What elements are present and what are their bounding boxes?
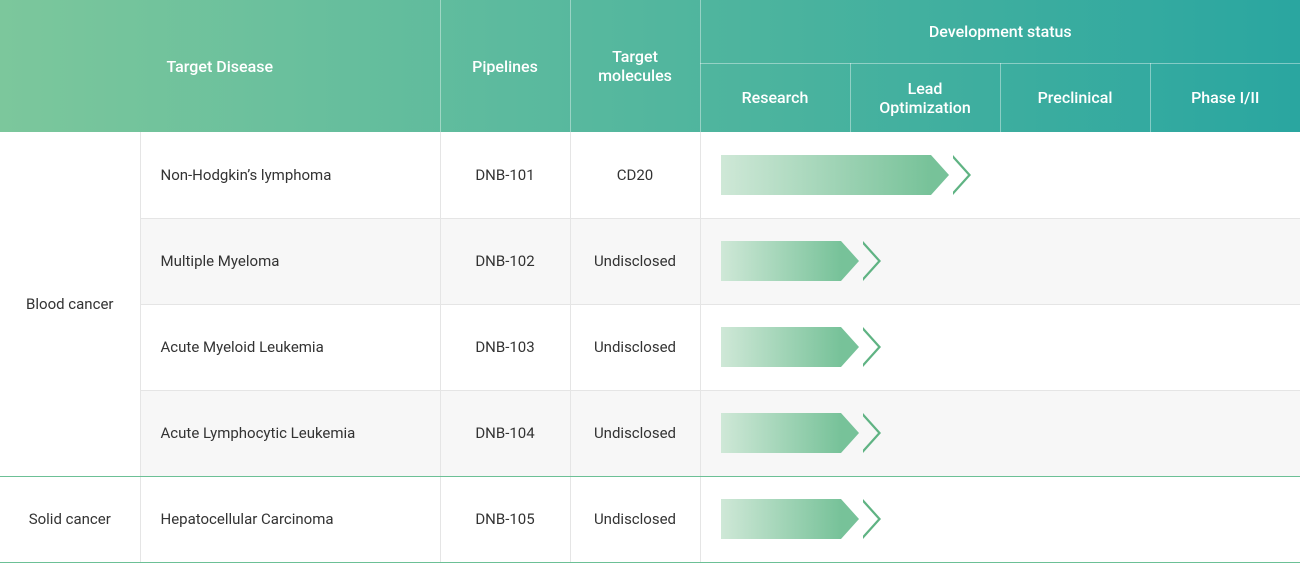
sub-disease-cell: Acute Lymphocytic Leukemia (140, 390, 440, 476)
header-dev-status: Development status (700, 0, 1300, 63)
sub-disease-cell: Multiple Myeloma (140, 218, 440, 304)
pipeline-cell: DNB-103 (440, 304, 570, 390)
header-pipelines: Pipelines (440, 0, 570, 132)
status-cell (700, 390, 1300, 476)
category-cell: Solid cancer (0, 476, 140, 562)
status-cell (700, 476, 1300, 562)
header-target-molecules: Targetmolecules (570, 0, 700, 132)
category-cell: Blood cancer (0, 132, 140, 476)
progress-arrow (721, 499, 859, 539)
header-phase-preclinical: Preclinical (1000, 63, 1150, 132)
sub-disease-cell: Acute Myeloid Leukemia (140, 304, 440, 390)
header-phase-lead-opt: LeadOptimization (850, 63, 1000, 132)
status-cell (700, 218, 1300, 304)
progress-arrow (721, 413, 859, 453)
sub-disease-cell: Non-Hodgkin’s lymphoma (140, 132, 440, 218)
molecule-cell: Undisclosed (570, 304, 700, 390)
header-phase-research: Research (700, 63, 850, 132)
pipeline-cell: DNB-101 (440, 132, 570, 218)
molecule-cell: Undisclosed (570, 390, 700, 476)
table-header: Target Disease Pipelines Targetmolecules… (0, 0, 1300, 132)
pipeline-cell: DNB-104 (440, 390, 570, 476)
molecule-cell: CD20 (570, 132, 700, 218)
progress-arrow (721, 241, 859, 281)
pipeline-table: Target Disease Pipelines Targetmolecules… (0, 0, 1300, 563)
status-cell (700, 304, 1300, 390)
molecule-cell: Undisclosed (570, 476, 700, 562)
header-target-disease: Target Disease (0, 0, 440, 132)
progress-arrow (721, 155, 949, 195)
table-body: Blood cancerNon-Hodgkin’s lymphomaDNB-10… (0, 132, 1300, 562)
pipeline-cell: DNB-105 (440, 476, 570, 562)
header-phase-1-2: Phase I/II (1150, 63, 1300, 132)
molecule-cell: Undisclosed (570, 218, 700, 304)
progress-arrow (721, 327, 859, 367)
pipeline-cell: DNB-102 (440, 218, 570, 304)
sub-disease-cell: Hepatocellular Carcinoma (140, 476, 440, 562)
status-cell (700, 132, 1300, 218)
